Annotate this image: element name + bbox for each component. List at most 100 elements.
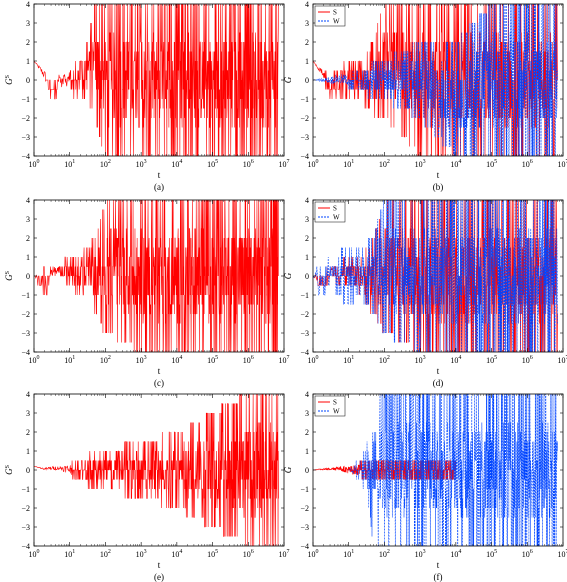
x-axis-label: t — [437, 170, 440, 180]
y-tick-label: 3 — [26, 215, 30, 224]
series-group — [313, 394, 558, 546]
y-tick-label: 2 — [305, 38, 309, 47]
y-tick-label: 4 — [26, 0, 30, 9]
x-tick-label: 100 — [29, 355, 40, 365]
y-tick-label: 1 — [305, 57, 309, 66]
x-axis-label: t — [158, 560, 161, 570]
panel-caption: (f) — [434, 572, 443, 582]
x-tick-label: 101 — [343, 549, 354, 559]
x-tick-label: 101 — [64, 549, 75, 559]
legend-label-w: W — [333, 408, 340, 416]
series-s-line — [34, 394, 279, 546]
panel-caption: (d) — [433, 378, 444, 388]
y-tick-label: 1 — [305, 447, 309, 456]
x-tick-label: 104 — [450, 355, 461, 365]
x-tick-label: 104 — [171, 549, 182, 559]
x-tick-label: 104 — [171, 355, 182, 365]
x-tick-label: 107 — [558, 355, 567, 365]
y-tick-label: 0 — [305, 272, 309, 281]
x-tick-label: 100 — [308, 355, 319, 365]
x-tick-label: 107 — [558, 159, 567, 169]
legend: SW — [314, 395, 346, 417]
legend-label-w: W — [333, 214, 340, 222]
x-tick-label: 105 — [207, 159, 218, 169]
y-axis-label: GS — [4, 75, 14, 85]
x-tick-label: 102 — [100, 549, 111, 559]
x-tick-label: 103 — [415, 549, 426, 559]
x-tick-label: 101 — [64, 355, 75, 365]
y-tick-label: −2 — [21, 114, 30, 123]
y-tick-label: −2 — [300, 114, 309, 123]
series-w-line — [313, 4, 558, 156]
legend-box — [314, 5, 346, 27]
y-tick-label: 3 — [305, 409, 309, 418]
y-tick-label: −4 — [300, 542, 309, 551]
x-axis-label: t — [158, 366, 161, 376]
x-axis-label: t — [437, 366, 440, 376]
x-tick-label: 106 — [243, 355, 254, 365]
y-tick-label: −1 — [21, 95, 30, 104]
x-tick-label: 102 — [379, 355, 390, 365]
x-tick-label: 105 — [207, 549, 218, 559]
y-tick-label: 2 — [305, 428, 309, 437]
y-tick-label: 1 — [26, 447, 30, 456]
y-tick-label: 4 — [26, 390, 30, 399]
legend: SW — [314, 201, 346, 223]
y-tick-label: −4 — [21, 542, 30, 551]
x-tick-label: 102 — [100, 355, 111, 365]
legend-box — [314, 395, 346, 417]
series-group — [34, 200, 279, 352]
y-axis-label: GS — [4, 271, 14, 281]
y-tick-label: 0 — [26, 272, 30, 281]
x-tick-label: 104 — [450, 159, 461, 169]
x-tick-label: 101 — [343, 159, 354, 169]
panel-caption: (c) — [154, 378, 164, 388]
y-tick-label: 1 — [305, 253, 309, 262]
y-tick-label: −4 — [21, 152, 30, 161]
x-tick-label: 103 — [136, 355, 147, 365]
y-axis-label: G — [283, 76, 293, 83]
x-tick-label: 107 — [279, 355, 290, 365]
series-group — [313, 4, 558, 156]
y-axis-label: G — [283, 272, 293, 279]
y-tick-label: −3 — [300, 133, 309, 142]
y-tick-label: −1 — [300, 485, 309, 494]
x-tick-label: 105 — [486, 355, 497, 365]
y-tick-label: 2 — [26, 38, 30, 47]
y-tick-label: −4 — [300, 348, 309, 357]
y-tick-label: 1 — [26, 253, 30, 262]
legend-box — [314, 201, 346, 223]
y-tick-label: −4 — [21, 348, 30, 357]
series-w-line — [348, 394, 558, 546]
x-tick-label: 103 — [136, 159, 147, 169]
legend-label-s: S — [333, 399, 337, 407]
x-tick-label: 107 — [558, 549, 567, 559]
y-tick-label: 0 — [26, 76, 30, 85]
series-group — [34, 394, 279, 546]
y-tick-label: 4 — [305, 196, 309, 205]
x-tick-label: 100 — [29, 159, 40, 169]
y-tick-label: 4 — [305, 0, 309, 9]
y-tick-label: −2 — [21, 310, 30, 319]
x-tick-label: 105 — [486, 549, 497, 559]
x-tick-label: 104 — [171, 159, 182, 169]
y-tick-label: −1 — [21, 485, 30, 494]
y-tick-label: −3 — [300, 329, 309, 338]
y-tick-label: 2 — [26, 428, 30, 437]
x-tick-label: 100 — [308, 159, 319, 169]
x-tick-label: 106 — [522, 355, 533, 365]
legend-label-w: W — [333, 18, 340, 26]
legend-label-s: S — [333, 9, 337, 17]
x-axis-label: t — [158, 170, 161, 180]
series-s-line — [34, 200, 279, 352]
x-tick-label: 104 — [450, 549, 461, 559]
legend-label-s: S — [333, 205, 337, 213]
y-tick-label: −3 — [300, 523, 309, 532]
series-group — [313, 200, 558, 352]
panel-caption: (a) — [154, 182, 164, 192]
